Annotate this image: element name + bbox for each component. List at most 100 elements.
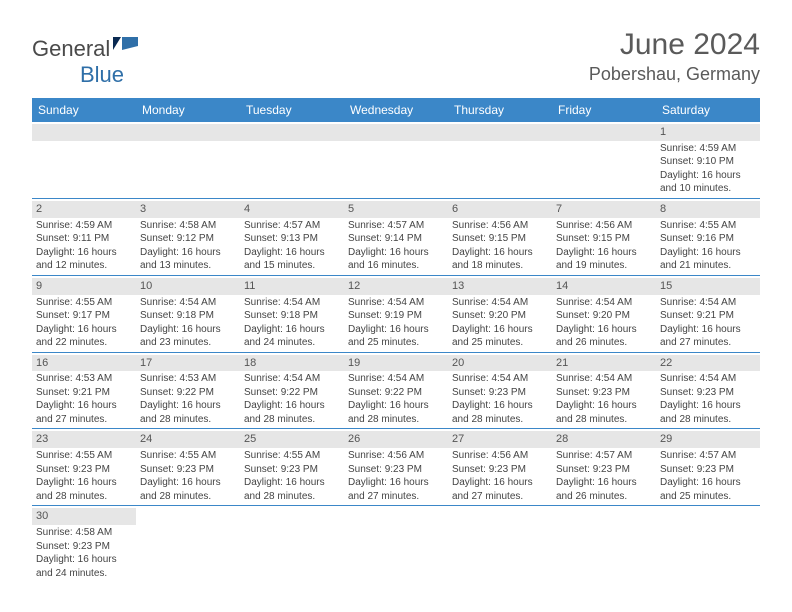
daylight-line: Daylight: 16 hours and 27 minutes. — [660, 323, 756, 350]
day-number: 7 — [552, 201, 656, 218]
weekday-label: Wednesday — [344, 98, 448, 122]
day-number: 14 — [552, 278, 656, 295]
sunset-line: Sunset: 9:23 PM — [244, 463, 340, 477]
sunset-line: Sunset: 9:11 PM — [36, 232, 132, 246]
day-number: 10 — [136, 278, 240, 295]
day-number: 28 — [552, 431, 656, 448]
day-number: 19 — [344, 355, 448, 372]
sunset-line: Sunset: 9:17 PM — [36, 309, 132, 323]
weekday-label: Friday — [552, 98, 656, 122]
sunrise-line: Sunrise: 4:57 AM — [244, 219, 340, 233]
sunrise-line: Sunrise: 4:54 AM — [556, 372, 652, 386]
sunrise-line: Sunrise: 4:57 AM — [660, 449, 756, 463]
day-number-empty — [344, 124, 448, 141]
day-number: 9 — [32, 278, 136, 295]
weekday-label: Saturday — [656, 98, 760, 122]
daylight-line: Daylight: 16 hours and 25 minutes. — [660, 476, 756, 503]
day-cell: 22Sunrise: 4:54 AMSunset: 9:23 PMDayligh… — [656, 353, 760, 429]
day-cell-empty — [552, 506, 656, 582]
day-cell: 14Sunrise: 4:54 AMSunset: 9:20 PMDayligh… — [552, 276, 656, 352]
daylight-line: Daylight: 16 hours and 25 minutes. — [348, 323, 444, 350]
day-number-empty — [552, 124, 656, 141]
day-cell: 16Sunrise: 4:53 AMSunset: 9:21 PMDayligh… — [32, 353, 136, 429]
sunrise-line: Sunrise: 4:54 AM — [244, 296, 340, 310]
day-number: 13 — [448, 278, 552, 295]
day-number: 15 — [656, 278, 760, 295]
weekday-header-row: SundayMondayTuesdayWednesdayThursdayFrid… — [32, 98, 760, 122]
weekday-label: Thursday — [448, 98, 552, 122]
day-cell: 26Sunrise: 4:56 AMSunset: 9:23 PMDayligh… — [344, 429, 448, 505]
sunrise-line: Sunrise: 4:54 AM — [452, 372, 548, 386]
week-row: 23Sunrise: 4:55 AMSunset: 9:23 PMDayligh… — [32, 429, 760, 506]
sunset-line: Sunset: 9:20 PM — [556, 309, 652, 323]
day-number: 4 — [240, 201, 344, 218]
calendar: SundayMondayTuesdayWednesdayThursdayFrid… — [32, 98, 760, 582]
sunrise-line: Sunrise: 4:58 AM — [36, 526, 132, 540]
day-cell: 4Sunrise: 4:57 AMSunset: 9:13 PMDaylight… — [240, 199, 344, 275]
sunrise-line: Sunrise: 4:57 AM — [348, 219, 444, 233]
sunrise-line: Sunrise: 4:54 AM — [660, 296, 756, 310]
daylight-line: Daylight: 16 hours and 27 minutes. — [348, 476, 444, 503]
day-cell: 23Sunrise: 4:55 AMSunset: 9:23 PMDayligh… — [32, 429, 136, 505]
daylight-line: Daylight: 16 hours and 28 minutes. — [244, 399, 340, 426]
day-cell-empty — [448, 506, 552, 582]
week-row: 2Sunrise: 4:59 AMSunset: 9:11 PMDaylight… — [32, 199, 760, 276]
daylight-line: Daylight: 16 hours and 27 minutes. — [452, 476, 548, 503]
day-cell: 17Sunrise: 4:53 AMSunset: 9:22 PMDayligh… — [136, 353, 240, 429]
day-cell-empty — [552, 122, 656, 198]
day-number: 17 — [136, 355, 240, 372]
sunrise-line: Sunrise: 4:54 AM — [140, 296, 236, 310]
day-number: 21 — [552, 355, 656, 372]
sunrise-line: Sunrise: 4:59 AM — [660, 142, 756, 156]
sunset-line: Sunset: 9:23 PM — [452, 463, 548, 477]
day-number-empty — [136, 124, 240, 141]
daylight-line: Daylight: 16 hours and 22 minutes. — [36, 323, 132, 350]
sunrise-line: Sunrise: 4:56 AM — [452, 449, 548, 463]
flag-icon — [112, 36, 140, 58]
day-cell: 9Sunrise: 4:55 AMSunset: 9:17 PMDaylight… — [32, 276, 136, 352]
daylight-line: Daylight: 16 hours and 28 minutes. — [140, 399, 236, 426]
logo-text-b: Blue — [80, 62, 124, 87]
day-cell: 28Sunrise: 4:57 AMSunset: 9:23 PMDayligh… — [552, 429, 656, 505]
daylight-line: Daylight: 16 hours and 18 minutes. — [452, 246, 548, 273]
daylight-line: Daylight: 16 hours and 10 minutes. — [660, 169, 756, 196]
daylight-line: Daylight: 16 hours and 28 minutes. — [452, 399, 548, 426]
logo: GeneralBlue — [32, 28, 140, 88]
sunset-line: Sunset: 9:23 PM — [556, 463, 652, 477]
day-number: 3 — [136, 201, 240, 218]
day-number: 23 — [32, 431, 136, 448]
day-number: 30 — [32, 508, 136, 525]
day-cell-empty — [136, 122, 240, 198]
daylight-line: Daylight: 16 hours and 23 minutes. — [140, 323, 236, 350]
logo-text-a: General — [32, 36, 110, 61]
sunset-line: Sunset: 9:23 PM — [348, 463, 444, 477]
sunrise-line: Sunrise: 4:55 AM — [36, 449, 132, 463]
sunrise-line: Sunrise: 4:55 AM — [36, 296, 132, 310]
day-cell: 21Sunrise: 4:54 AMSunset: 9:23 PMDayligh… — [552, 353, 656, 429]
day-number: 1 — [656, 124, 760, 141]
day-cell: 11Sunrise: 4:54 AMSunset: 9:18 PMDayligh… — [240, 276, 344, 352]
daylight-line: Daylight: 16 hours and 21 minutes. — [660, 246, 756, 273]
day-cell-empty — [32, 122, 136, 198]
sunset-line: Sunset: 9:22 PM — [348, 386, 444, 400]
daylight-line: Daylight: 16 hours and 26 minutes. — [556, 323, 652, 350]
sunrise-line: Sunrise: 4:55 AM — [140, 449, 236, 463]
day-cell: 20Sunrise: 4:54 AMSunset: 9:23 PMDayligh… — [448, 353, 552, 429]
daylight-line: Daylight: 16 hours and 28 minutes. — [660, 399, 756, 426]
sunrise-line: Sunrise: 4:54 AM — [348, 372, 444, 386]
sunset-line: Sunset: 9:21 PM — [36, 386, 132, 400]
day-cell-empty — [448, 122, 552, 198]
day-cell: 19Sunrise: 4:54 AMSunset: 9:22 PMDayligh… — [344, 353, 448, 429]
sunrise-line: Sunrise: 4:54 AM — [452, 296, 548, 310]
sunset-line: Sunset: 9:23 PM — [140, 463, 236, 477]
day-number: 5 — [344, 201, 448, 218]
sunset-line: Sunset: 9:19 PM — [348, 309, 444, 323]
day-number: 16 — [32, 355, 136, 372]
sunrise-line: Sunrise: 4:55 AM — [660, 219, 756, 233]
day-number: 12 — [344, 278, 448, 295]
sunset-line: Sunset: 9:10 PM — [660, 155, 756, 169]
page-title: June 2024 — [589, 28, 760, 62]
day-cell: 6Sunrise: 4:56 AMSunset: 9:15 PMDaylight… — [448, 199, 552, 275]
location: Pobershau, Germany — [589, 64, 760, 85]
sunset-line: Sunset: 9:21 PM — [660, 309, 756, 323]
